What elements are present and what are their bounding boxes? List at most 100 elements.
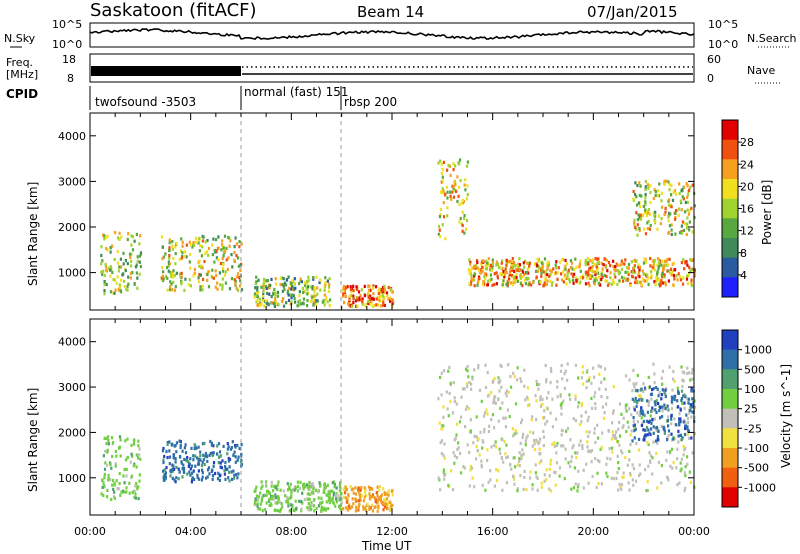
- echo-cell: [324, 276, 327, 280]
- echo-cell: [440, 190, 443, 194]
- echo-cell: [219, 461, 222, 465]
- echo-cell: [539, 280, 542, 284]
- echo-cell: [685, 277, 689, 281]
- echo-cell: [192, 454, 195, 458]
- echo-cell: [683, 371, 686, 375]
- echo-cell: [619, 263, 622, 267]
- colorbar-tick-label: 16: [740, 203, 754, 216]
- colorbar-tick-label: 12: [740, 225, 754, 238]
- echo-cell: [632, 368, 635, 372]
- echo-cell: [389, 296, 392, 300]
- echo-cell: [286, 289, 289, 293]
- echo-cell: [478, 270, 482, 274]
- echo-cell: [383, 303, 386, 307]
- echo-cell: [680, 224, 683, 228]
- echo-cell: [446, 206, 449, 210]
- echo-cell: [616, 440, 619, 444]
- echo-cell: [111, 478, 115, 483]
- echo-cell: [505, 282, 508, 286]
- echo-cell: [543, 281, 546, 285]
- echo-cell: [442, 405, 445, 409]
- echo-cell: [352, 502, 355, 506]
- echo-cell: [163, 473, 166, 477]
- echo-cell: [130, 452, 133, 456]
- power-colorbar-label: Power [dB]: [760, 180, 774, 245]
- echo-cell: [664, 407, 667, 411]
- echo-cell: [661, 268, 665, 272]
- echo-cell: [347, 505, 350, 509]
- echo-cell: [109, 290, 113, 294]
- echo-cell: [238, 284, 241, 288]
- echo-cell: [642, 419, 645, 424]
- echo-cell: [544, 278, 547, 282]
- echo-cell: [457, 446, 460, 450]
- echo-cell: [563, 273, 566, 277]
- echo-cell: [524, 282, 527, 286]
- echo-cell: [524, 439, 527, 443]
- echo-cell: [644, 195, 647, 199]
- echo-cell: [672, 461, 675, 465]
- echo-cell: [168, 455, 172, 459]
- echo-cell: [273, 508, 276, 512]
- echo-cell: [380, 288, 383, 292]
- echo-cell: [588, 284, 591, 288]
- echo-cell: [634, 396, 637, 400]
- echo-cell: [520, 453, 523, 457]
- echo-cell: [660, 279, 663, 283]
- echo-cell: [465, 197, 468, 201]
- echo-cell: [175, 476, 178, 480]
- echo-cell: [302, 302, 305, 306]
- echo-cell: [653, 260, 656, 264]
- echo-cell: [211, 477, 214, 481]
- echo-cell: [481, 446, 484, 450]
- echo-cell: [648, 431, 651, 435]
- echo-cell: [362, 505, 365, 509]
- echo-cell: [500, 385, 503, 389]
- echo-cell: [587, 256, 590, 261]
- echo-cell: [516, 268, 519, 272]
- echo-cell: [439, 441, 442, 445]
- echo-cell: [162, 478, 165, 482]
- echo-cell: [238, 446, 241, 451]
- echo-cell: [170, 275, 173, 279]
- echo-cell: [310, 503, 313, 507]
- echo-cell: [362, 499, 366, 503]
- echo-cell: [104, 262, 107, 267]
- echo-cell: [625, 429, 628, 434]
- echo-cell: [290, 300, 293, 304]
- echo-cell: [633, 385, 636, 389]
- echo-cell: [268, 292, 271, 296]
- echo-cell: [166, 276, 169, 280]
- echo-cell: [536, 269, 539, 273]
- echo-cell: [222, 444, 225, 448]
- echo-cell: [619, 434, 622, 438]
- echo-cell: [617, 467, 620, 471]
- echo-cell: [191, 478, 194, 482]
- echo-cell: [386, 507, 389, 511]
- echo-cell: [462, 464, 465, 469]
- echo-cell: [220, 466, 223, 470]
- echo-cell: [651, 472, 654, 476]
- echo-cell: [647, 403, 650, 407]
- echo-cell: [469, 464, 472, 469]
- echo-cell: [198, 264, 201, 268]
- echo-cell: [112, 441, 115, 445]
- echo-cell: [107, 439, 110, 443]
- y-tick-label: 4000: [58, 130, 86, 143]
- echo-cell: [338, 489, 341, 493]
- echo-cell: [540, 485, 543, 489]
- echo-cell: [493, 395, 496, 399]
- echo-cell: [453, 461, 456, 465]
- echo-cell: [326, 483, 329, 487]
- echo-cell: [293, 296, 296, 301]
- echo-cell: [215, 256, 218, 260]
- echo-cell: [102, 269, 105, 273]
- echo-cell: [685, 226, 689, 230]
- echo-cell: [193, 267, 196, 272]
- echo-cell: [671, 388, 674, 392]
- echo-cell: [661, 405, 664, 409]
- echo-cell: [467, 407, 471, 411]
- echo-cell: [512, 371, 515, 375]
- echo-cell: [178, 272, 182, 276]
- echo-cell: [647, 186, 650, 190]
